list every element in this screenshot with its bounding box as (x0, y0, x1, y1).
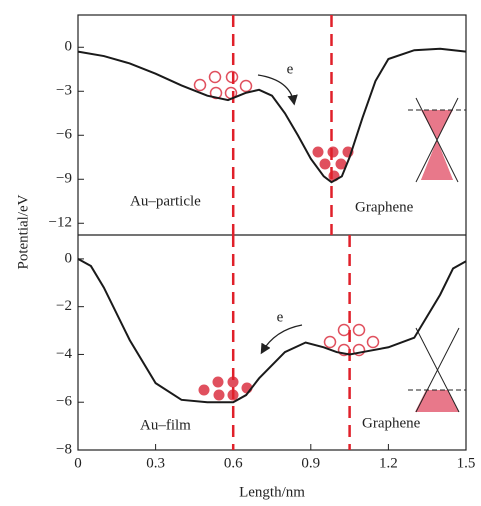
x-tick-label: 0.3 (146, 455, 165, 471)
x-tick-label: 1.5 (457, 455, 476, 471)
y-axis-label: Potential/eV (15, 194, 31, 269)
dirac-cone (408, 97, 466, 183)
x-tick-label: 0.6 (224, 455, 243, 471)
y-tick-label: 0 (65, 39, 73, 55)
x-tick-label: 0 (74, 455, 82, 471)
frame (77, 14, 467, 451)
arrow (257, 74, 298, 106)
electrons (193, 70, 380, 401)
y-tick-label: −6 (56, 394, 72, 410)
annotation: e (277, 309, 284, 325)
annotation: Au–film (140, 417, 191, 433)
x-tick-label: 1.2 (379, 455, 398, 471)
y-tick-label: 0 (65, 250, 73, 266)
x-tick-label: 0.9 (301, 455, 320, 471)
y-tick-label: −8 (56, 441, 72, 457)
y-tick-label: −4 (56, 346, 72, 362)
y-tick-label: −9 (56, 171, 72, 187)
annotation: Au–particle (130, 193, 201, 209)
y-tick-label: −12 (49, 215, 72, 231)
x-axis-label: Length/nm (239, 484, 305, 500)
arrow (260, 324, 303, 355)
annotation: e (287, 61, 294, 77)
annotation: Graphene (362, 415, 421, 431)
y-tick-label: −3 (56, 83, 72, 99)
annotation: Graphene (355, 199, 414, 215)
dirac-cone (408, 327, 466, 413)
curve (77, 258, 467, 404)
y-tick-label: −2 (56, 298, 72, 314)
curve (77, 47, 467, 184)
y-tick-label: −6 (56, 127, 72, 143)
